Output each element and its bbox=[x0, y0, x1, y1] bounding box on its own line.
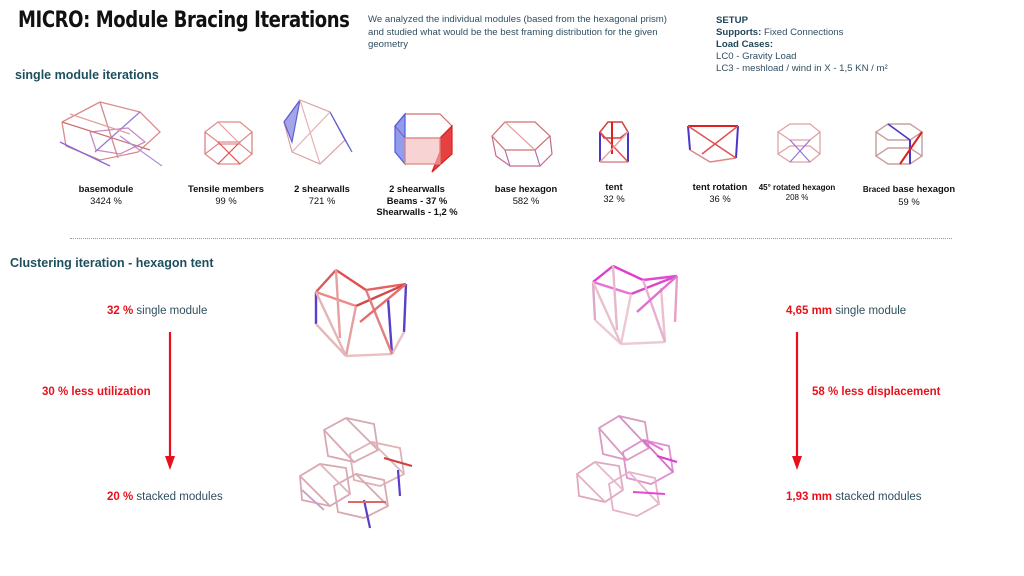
module-figure-tensile bbox=[204, 121, 253, 165]
left-down-arrow bbox=[165, 332, 175, 470]
module-figure-base-hexagon bbox=[491, 121, 553, 167]
stacked-displacement-figure bbox=[576, 415, 678, 517]
module-figure-rotated-hexagon bbox=[776, 123, 821, 163]
supports-label: Supports: bbox=[716, 27, 762, 38]
module-label-shearwalls-beams: 2 shearwalls Beams - 37 % Shearwalls - 1,2… bbox=[376, 183, 458, 217]
load-case-lc3: LC3 - meshload / wind in X - 1,5 KN / m² bbox=[716, 63, 888, 74]
module-figures bbox=[59, 99, 924, 173]
module-label-shearwalls: 2 shearwalls 721 % bbox=[294, 183, 350, 206]
stacked-utilization-figure bbox=[299, 417, 413, 529]
right-stacked-modules-stat: 1,93 mm stacked modules bbox=[786, 491, 922, 503]
module-label-basemodule: basemodule 3424 % bbox=[78, 183, 134, 206]
module-figure-braced-hexagon bbox=[874, 123, 924, 165]
module-label-rotated-hexagon: 45° rotated hexagon 208 % bbox=[758, 183, 836, 202]
left-reduction-text: 30 % less utilization bbox=[42, 386, 151, 398]
module-label-braced-hexagon: Braced base hexagon 59 % bbox=[862, 183, 956, 207]
module-figure-shearwalls-beams bbox=[394, 112, 453, 173]
module-figure-tent bbox=[599, 121, 629, 163]
module-label-base-hexagon: base hexagon 582 % bbox=[494, 183, 558, 206]
cluster-section-heading: Clustering iteration - hexagon tent bbox=[10, 256, 214, 270]
setup-heading: SETUP bbox=[716, 15, 748, 26]
module-label-tent: tent 32 % bbox=[603, 181, 625, 204]
right-reduction-text: 58 % less displacement bbox=[812, 386, 941, 398]
intro-text: We analyzed the individual modules (base… bbox=[368, 14, 667, 50]
page-title: MICRO: Module Bracing Iterations bbox=[18, 8, 350, 33]
load-cases-label: Load Cases: bbox=[716, 39, 774, 50]
setup-panel: SETUP Supports: Fixed Connections Load C… bbox=[716, 15, 888, 75]
module-label-tensile: Tensile members 99 % bbox=[188, 183, 264, 206]
left-stacked-modules-stat: 20 % stacked modules bbox=[107, 491, 223, 503]
right-down-arrow bbox=[792, 332, 802, 470]
module-figure-tent-rotation bbox=[687, 125, 739, 163]
module-figure-shearwalls bbox=[283, 99, 353, 165]
single-tent-displacement-figure bbox=[591, 264, 679, 346]
module-label-tent-rotation: tent rotation 36 % bbox=[692, 181, 748, 204]
left-single-module-stat: 32 % single module bbox=[107, 305, 208, 317]
supports-value: Fixed Connections bbox=[763, 27, 844, 38]
load-case-lc0: LC0 - Gravity Load bbox=[716, 51, 797, 62]
right-single-module-stat: 4,65 mm single module bbox=[786, 305, 907, 317]
section-divider bbox=[70, 238, 952, 239]
module-figure-basemodule bbox=[59, 101, 163, 167]
single-tent-utilization-figure bbox=[314, 269, 408, 358]
single-section-heading: single module iterations bbox=[15, 68, 159, 82]
